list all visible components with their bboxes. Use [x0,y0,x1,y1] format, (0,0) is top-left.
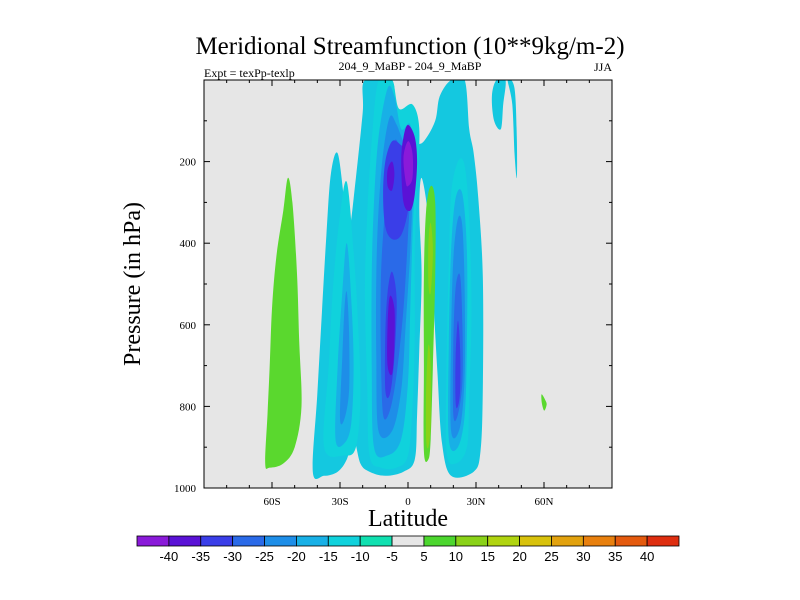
contour-layer [265,80,547,479]
contour-central-core-35-lower [387,295,395,376]
colorbar-box [391,535,425,547]
x-axis-label: Latitude [368,506,448,532]
colorbar-label: -25 [255,549,274,564]
colorbar-box [296,535,329,547]
contour-central-core-35-left [387,161,395,191]
y-tick-label: 800 [180,401,197,413]
colorbar-box [359,535,393,547]
colorbar-label: 5 [420,549,427,564]
colorbar-label: 35 [608,549,622,564]
colorbar-label: 10 [449,549,463,564]
chart-title: Meridional Streamfunction (10**9kg/m-2) [195,33,624,60]
subtitle-center: 204_9_MaBP - 204_9_MaBP [339,59,482,73]
y-axis-label: Pressure (in hPa) [120,202,146,366]
y-tick-label: 1000 [174,483,197,495]
colorbar: -40 -35 -30 -25 -20 -15 -10 -5 5 10 15 20 25 30 35 40 [136,535,680,564]
colorbar-box [264,535,297,547]
x-tick-label: 0 [405,496,411,508]
colorbar-label: 30 [576,549,590,564]
colorbar-box [136,535,170,547]
contour-nh-small-positive [541,394,547,411]
contour-nh-negative-spike [507,80,518,179]
contour-southern-positive-cell [265,177,302,469]
y-tick-label: 600 [180,320,197,332]
subtitle-right: JJA [594,60,612,74]
y-axis: 200 400 600 800 1000 [174,120,612,495]
subtitle-left: Expt = texPp-texlp [204,66,295,80]
colorbar-box [232,535,265,547]
colorbar-label: -30 [223,549,242,564]
colorbar-label: -15 [319,549,338,564]
colorbar-box [168,535,202,547]
colorbar-label: 20 [512,549,526,564]
colorbar-label: -40 [159,549,178,564]
colorbar-label: -20 [287,549,306,564]
x-tick-label: 30N [467,496,486,508]
colorbar-box [455,535,489,547]
x-tick-label: 30S [331,496,348,508]
y-tick-label: 200 [180,157,197,169]
colorbar-box [519,535,552,547]
colorbar-box [646,535,680,547]
colorbar-box [487,535,520,547]
x-tick-label: 60S [263,496,280,508]
colorbar-box [614,535,648,547]
colorbar-label: 40 [640,549,654,564]
colorbar-box [582,535,616,547]
y-tick-label: 400 [180,238,197,250]
contour-equatorial-positive-core [425,344,431,449]
colorbar-label: -5 [386,549,398,564]
contour-equatorial-positive-core-upper [428,222,433,295]
colorbar-label: -10 [351,549,370,564]
colorbar-label: 25 [544,549,558,564]
contour-nh-upper-negative [491,80,506,130]
x-axis: 60S 30S 0 30N 60N [226,80,590,508]
colorbar-box [423,535,457,547]
contour-central-core-40 [403,141,414,187]
colorbar-label: 15 [480,549,494,564]
x-tick-label: 60N [535,496,554,508]
colorbar-box [200,535,234,547]
colorbar-label: -35 [191,549,210,564]
contour-sh-band-20 [339,291,350,425]
contour-nh-band-30 [455,320,461,409]
colorbar-box [327,535,361,547]
colorbar-box [551,535,584,547]
